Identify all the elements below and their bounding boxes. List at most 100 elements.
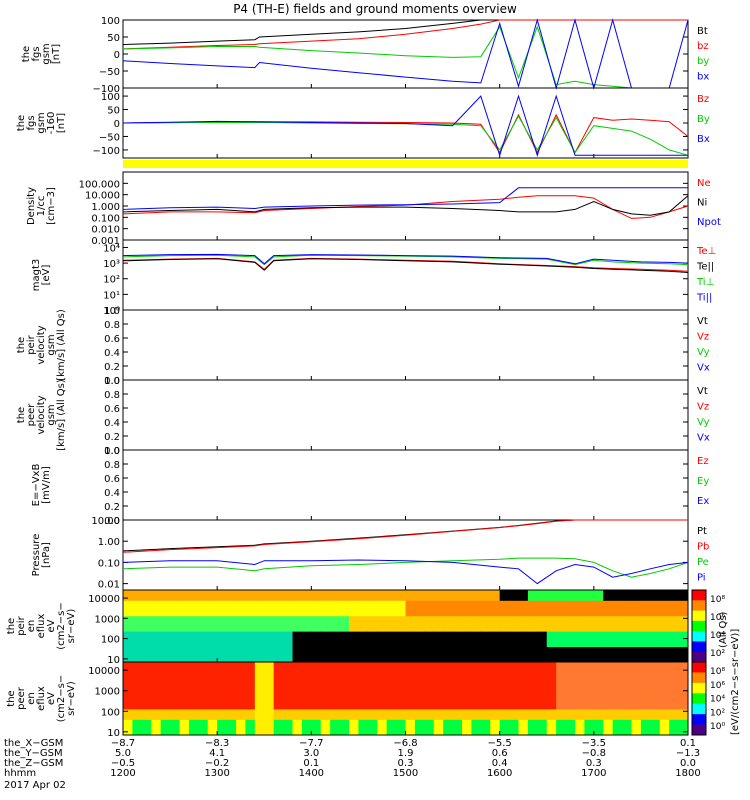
spectrogram-cell [207, 636, 218, 642]
spectrogram-cell [622, 626, 632, 632]
spectrogram-cell [518, 667, 529, 673]
spectrogram-cell [424, 703, 435, 710]
spectrogram-cell [292, 610, 303, 617]
spectrogram-cell [659, 708, 670, 715]
spectrogram-cell [678, 672, 689, 679]
spectrogram-cell [499, 693, 510, 699]
spectrogram-cell [311, 620, 322, 627]
spectrogram-cell [367, 682, 378, 689]
spectrogram-cell [367, 590, 378, 596]
spectrogram-cell [405, 698, 416, 705]
spectrogram-cell [546, 656, 557, 663]
spectrogram-cell [527, 682, 538, 689]
spectrogram-cell [575, 662, 585, 668]
spectrogram-cell [659, 626, 670, 632]
spectrogram-cell [556, 626, 567, 632]
orbit-value: 0.3 [398, 758, 414, 769]
spectrogram-cell [593, 662, 604, 668]
spectrogram-cell [236, 688, 246, 694]
spectrogram-cell [254, 724, 265, 731]
spectrogram-cell [414, 600, 425, 606]
spectrogram-cell [396, 595, 406, 601]
legend-Vz: Vz [697, 402, 709, 413]
y-tick-label: 0.001 [91, 236, 120, 247]
spectrogram-cell [669, 719, 680, 726]
spectrogram-cell [264, 672, 275, 679]
spectrogram-cell [622, 620, 632, 627]
spectrogram-cell [452, 631, 463, 637]
spectrogram-cell [207, 698, 218, 705]
spectrogram-cell [301, 682, 312, 689]
spectrogram-cell [509, 636, 519, 642]
spectrogram-cell [283, 595, 293, 601]
spectrogram-cell [471, 688, 482, 694]
spectrogram-cell [179, 724, 190, 731]
spectrogram-cell [612, 651, 623, 658]
spectrogram-cell [659, 703, 670, 710]
spectrogram-cell [433, 600, 444, 606]
spectrogram-cell [358, 641, 369, 648]
y-tick-label: 10.00 [91, 516, 120, 527]
spectrogram-cell [424, 708, 435, 715]
spectrogram-cell [603, 682, 614, 689]
spectrogram-cell [565, 714, 576, 720]
spectrogram-cell [659, 677, 670, 684]
spectrogram-cell [339, 641, 350, 648]
y-tick-label: 10⁰ [103, 306, 120, 317]
spectrogram-cell [433, 677, 444, 684]
spectrogram-cell [537, 626, 548, 632]
spectrogram-cell [537, 636, 548, 642]
spectrogram-cell [207, 672, 218, 679]
legend-Ey: Ey [697, 476, 709, 487]
spectrogram-cell [509, 714, 519, 720]
spectrogram-cell [339, 698, 350, 705]
colorbar-tick-label: 10⁴ [710, 631, 725, 641]
spectrogram-cell [132, 719, 143, 726]
spectrogram-cell [292, 672, 303, 679]
spectrogram-cell [141, 698, 152, 705]
y-axis-label: the [6, 690, 17, 706]
spectrogram-cell [339, 682, 350, 689]
spectrogram-cell [640, 636, 651, 642]
spectrogram-cell [631, 631, 642, 637]
spectrogram-cell [217, 641, 228, 648]
orbit-value: 1300 [204, 768, 229, 779]
spectrogram-cell [132, 714, 143, 720]
spectrogram-cell [443, 656, 454, 663]
spectrogram-cell [537, 605, 548, 612]
spectrogram-cell [188, 672, 199, 679]
spectrogram-cell [123, 677, 133, 684]
spectrogram-cell [283, 631, 293, 637]
spectrogram-cell [443, 641, 454, 648]
spectrogram-cell [311, 651, 322, 658]
spectrogram-cell [565, 641, 576, 648]
spectrogram-cell [264, 662, 275, 668]
spectrogram-cell [462, 656, 472, 663]
spectrogram-cell [160, 693, 171, 699]
spectrogram-cell [170, 724, 180, 731]
spectrogram-cell [396, 615, 406, 622]
spectrogram-cell [650, 615, 661, 622]
spectrogram-cell [443, 693, 454, 699]
spectrogram-cell [527, 667, 538, 673]
spectrogram-cell [301, 651, 312, 658]
spectrogram-cell [349, 703, 359, 710]
spectrogram-cell [349, 672, 359, 679]
spectrogram-cell [518, 615, 529, 622]
spectrogram-cell [207, 610, 218, 617]
spectrogram-cell [405, 620, 416, 627]
spectrogram-cell [414, 631, 425, 637]
spectrogram-cell [509, 667, 519, 673]
panel-frame [122, 519, 689, 591]
spectrogram-cell [170, 620, 180, 627]
spectrogram-cell [640, 724, 651, 731]
spectrogram-cell [462, 672, 472, 679]
spectrogram-cell [179, 620, 190, 627]
spectrogram-cell [518, 708, 529, 715]
y-tick-label: 1000 [95, 687, 120, 698]
spectrogram-cell [414, 605, 425, 612]
spectrogram-cell [377, 605, 388, 612]
orbit-value: −0.2 [205, 758, 229, 769]
spectrogram-cell [499, 626, 510, 632]
spectrogram-cell [471, 600, 482, 606]
